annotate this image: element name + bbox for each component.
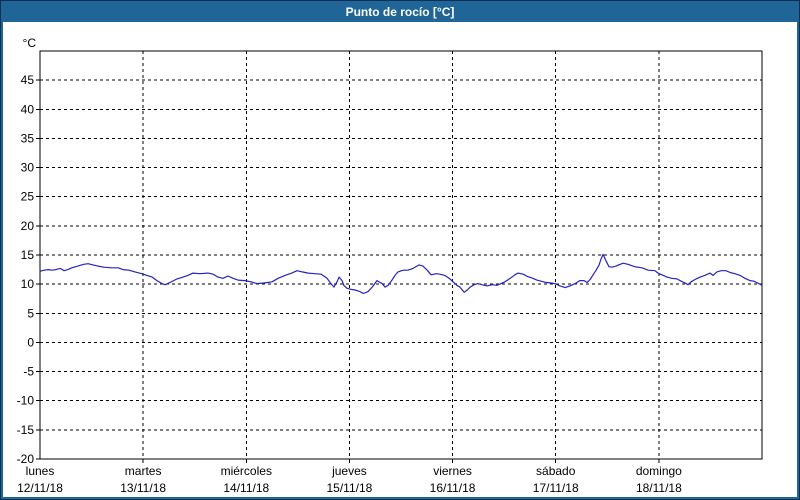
svg-text:-10: -10 xyxy=(17,394,35,408)
svg-text:14/11/18: 14/11/18 xyxy=(223,481,269,495)
svg-text:°C: °C xyxy=(23,36,37,50)
svg-text:martes: martes xyxy=(125,464,162,478)
svg-text:25: 25 xyxy=(21,190,35,204)
svg-text:18/11/18: 18/11/18 xyxy=(636,481,682,495)
svg-text:lunes: lunes xyxy=(26,464,55,478)
svg-text:domingo: domingo xyxy=(636,464,682,478)
svg-text:jueves: jueves xyxy=(331,464,367,478)
svg-text:-5: -5 xyxy=(23,365,34,379)
svg-text:15/11/18: 15/11/18 xyxy=(327,481,373,495)
svg-text:45: 45 xyxy=(21,73,35,87)
svg-text:10: 10 xyxy=(21,277,35,291)
svg-text:13/11/18: 13/11/18 xyxy=(120,481,166,495)
svg-text:5: 5 xyxy=(27,306,34,320)
svg-text:16/11/18: 16/11/18 xyxy=(430,481,476,495)
svg-text:15: 15 xyxy=(21,248,35,262)
svg-text:17/11/18: 17/11/18 xyxy=(533,481,579,495)
svg-text:12/11/18: 12/11/18 xyxy=(17,481,63,495)
page-title: Punto de rocío [°C] xyxy=(345,5,455,19)
svg-text:35: 35 xyxy=(21,131,35,145)
svg-text:sábado: sábado xyxy=(536,464,576,478)
svg-text:-15: -15 xyxy=(17,423,35,437)
svg-text:0: 0 xyxy=(27,335,34,349)
svg-text:viernes: viernes xyxy=(433,464,472,478)
svg-text:-20: -20 xyxy=(17,452,35,466)
svg-text:30: 30 xyxy=(21,161,35,175)
title-bar: Punto de rocío [°C] xyxy=(3,3,797,22)
svg-text:20: 20 xyxy=(21,219,35,233)
svg-text:miércoles: miércoles xyxy=(221,464,272,478)
svg-text:40: 40 xyxy=(21,102,35,116)
chart-canvas: 45 40 35 30 25 20 15 10 5 0 -5 -10 -15 -20 °C lunes 12/1… xyxy=(17,36,763,495)
